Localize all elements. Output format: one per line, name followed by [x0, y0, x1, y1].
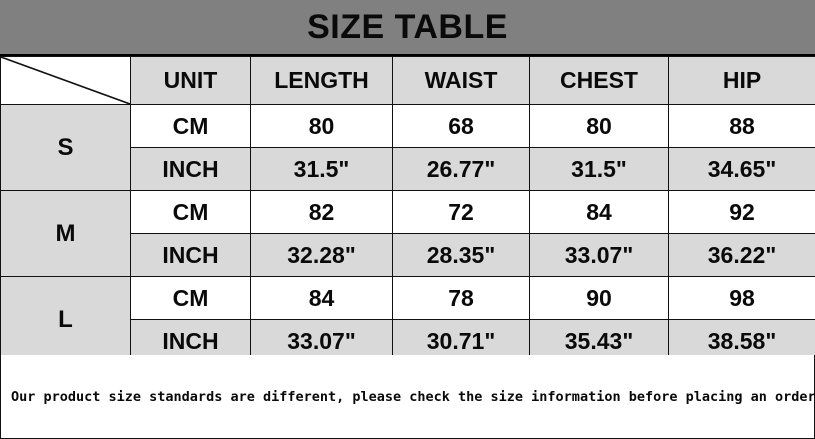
table-header-row: UNIT LENGTH WAIST CHEST HIP: [0, 56, 815, 105]
column-header-unit: UNIT: [130, 56, 251, 105]
page-title: SIZE TABLE: [307, 8, 508, 46]
table-row: L CM 84 78 90 98: [0, 276, 815, 363]
value-chest: 90: [529, 276, 669, 320]
column-header-chest: CHEST: [529, 56, 669, 105]
value-hip: 88: [668, 104, 815, 148]
value-waist: 26.77": [392, 147, 530, 191]
value-waist: 28.35": [392, 233, 530, 277]
value-waist: 78: [392, 276, 530, 320]
value-chest: 31.5": [529, 147, 669, 191]
value-chest: 33.07": [529, 233, 669, 277]
value-waist: 72: [392, 190, 530, 234]
table-row: S CM 80 68 80 88: [0, 104, 815, 191]
size-table-grid: UNIT LENGTH WAIST CHEST HIP S CM 80 68 8…: [0, 56, 815, 363]
unit-label-cm: CM: [130, 104, 251, 148]
footer-note-text: Our product size standards are different…: [11, 388, 815, 405]
column-header-length: LENGTH: [250, 56, 393, 105]
value-length: 32.28": [250, 233, 393, 277]
table-row: INCH 31.5" 26.77" 31.5" 34.65": [1, 147, 815, 191]
value-length: 84: [250, 276, 393, 320]
size-label-l: L: [0, 276, 131, 363]
unit-label-inch: INCH: [130, 233, 251, 277]
table-row: INCH 32.28" 28.35" 33.07" 36.22": [1, 233, 815, 277]
value-waist: 68: [392, 104, 530, 148]
value-length: 31.5": [250, 147, 393, 191]
column-header-waist: WAIST: [392, 56, 530, 105]
unit-label-inch: INCH: [130, 147, 251, 191]
unit-label-cm: CM: [130, 190, 251, 234]
value-length: 80: [250, 104, 393, 148]
size-label-s: S: [0, 104, 131, 191]
value-hip: 36.22": [668, 233, 815, 277]
column-header-hip: HIP: [668, 56, 815, 105]
size-label-m: M: [0, 190, 131, 277]
value-hip: 98: [668, 276, 815, 320]
value-length: 82: [250, 190, 393, 234]
unit-label-cm: CM: [130, 276, 251, 320]
title-bar: SIZE TABLE: [0, 0, 815, 56]
value-chest: 80: [529, 104, 669, 148]
footer-note: Our product size standards are different…: [0, 355, 815, 439]
table-row: M CM 82 72 84 92: [0, 190, 815, 277]
value-hip: 92: [668, 190, 815, 234]
diagonal-slash-icon: [0, 56, 131, 105]
value-chest: 84: [529, 190, 669, 234]
value-hip: 34.65": [668, 147, 815, 191]
